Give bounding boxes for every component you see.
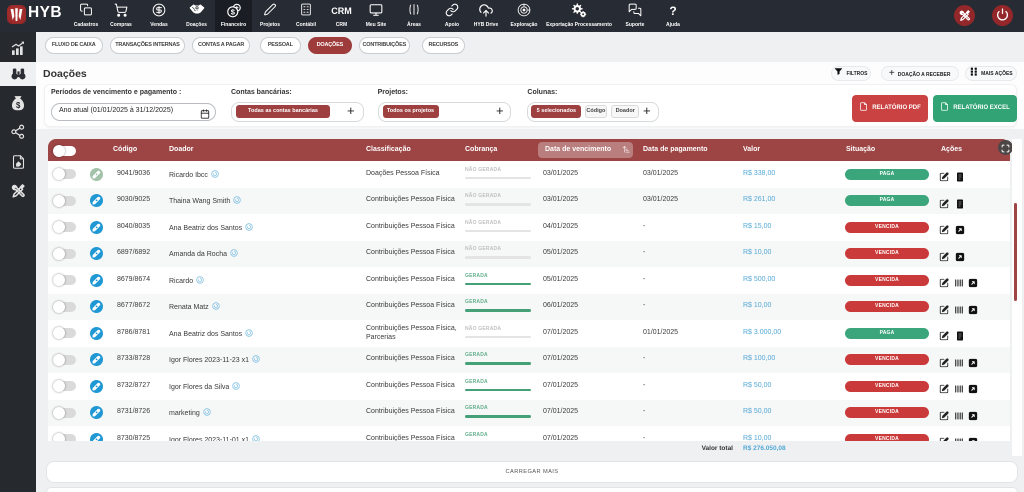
- svg-text:$: $: [230, 7, 235, 16]
- svg-text:$: $: [16, 101, 21, 110]
